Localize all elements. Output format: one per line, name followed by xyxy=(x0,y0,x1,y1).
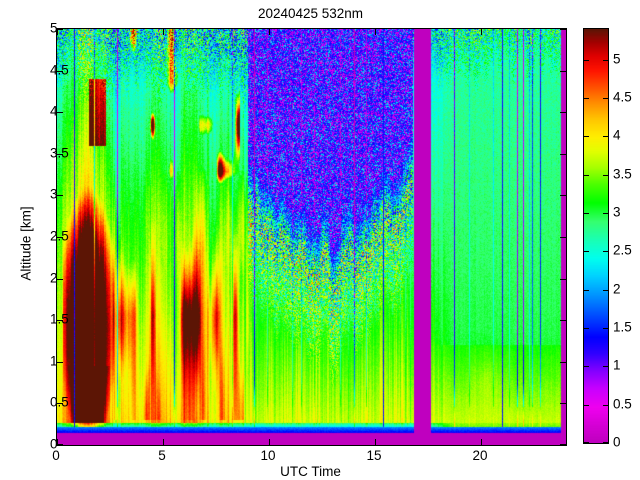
x-axis-tick-label: 20 xyxy=(472,448,488,463)
y-axis-tick-label: 1 xyxy=(50,353,58,369)
colorbar-tick xyxy=(603,136,608,137)
y-axis-tick xyxy=(57,112,63,113)
y-axis-tick xyxy=(57,320,63,321)
colorbar-tick xyxy=(603,175,608,176)
y-axis-tick xyxy=(57,29,63,30)
y-axis-tick-label: 0 xyxy=(50,436,58,452)
colorbar-tick-label: 0.5 xyxy=(613,396,632,412)
colorbar-tick xyxy=(584,60,589,61)
colorbar-tick xyxy=(584,175,589,176)
y-axis-tick-label: 4 xyxy=(50,103,58,119)
colorbar-tick-label: 2.5 xyxy=(613,242,632,258)
y-axis-tick xyxy=(560,279,566,280)
y-axis-tick-label: 3 xyxy=(50,186,58,202)
x-axis-tick xyxy=(163,29,164,35)
colorbar-tick xyxy=(603,442,608,443)
x-axis-tick-label: 0 xyxy=(52,448,60,463)
heatmap-axes xyxy=(56,28,567,446)
colorbar-tick xyxy=(584,98,589,99)
colorbar-tick-label: 3.5 xyxy=(613,166,632,182)
colorbar-tick xyxy=(603,366,608,367)
x-axis-tick xyxy=(57,439,58,445)
colorbar-tick-label: 4 xyxy=(613,127,621,143)
colorbar-tick-label: 1 xyxy=(613,357,621,373)
colorbar-tick-label: 2 xyxy=(613,281,621,297)
y-axis-tick-label: 2 xyxy=(50,270,58,286)
y-axis-tick-label: 2.5 xyxy=(50,228,69,244)
colorbar-tick-label: 0 xyxy=(613,434,621,450)
y-axis-tick xyxy=(560,29,566,30)
x-axis-title: UTC Time xyxy=(280,464,341,479)
colorbar-tick xyxy=(603,213,608,214)
colorbar-tick-label: 5 xyxy=(613,51,621,67)
x-axis-tick xyxy=(481,439,482,445)
colorbar-tick xyxy=(603,98,608,99)
colorbar-tick xyxy=(584,136,589,137)
x-axis-tick xyxy=(481,29,482,35)
y-axis-tick xyxy=(560,444,566,445)
backscatter-heatmap xyxy=(57,29,566,445)
colorbar-tick xyxy=(584,251,589,252)
colorbar-tick xyxy=(584,442,589,443)
colorbar-tick xyxy=(584,405,589,406)
y-axis-tick xyxy=(560,320,566,321)
colorbar-tick-label: 1.5 xyxy=(613,319,632,335)
x-axis-tick xyxy=(375,29,376,35)
y-axis-tick xyxy=(560,237,566,238)
y-axis-tick-label: 4.5 xyxy=(50,62,69,78)
colorbar-tick xyxy=(584,366,589,367)
y-axis-tick xyxy=(57,362,63,363)
y-axis-tick xyxy=(57,71,63,72)
colorbar-tick-label: 3 xyxy=(613,204,621,220)
x-axis-tick xyxy=(57,29,58,35)
colorbar xyxy=(583,28,609,444)
x-axis-tick xyxy=(375,439,376,445)
colorbar-tick xyxy=(584,213,589,214)
y-axis-title: Altitude [km] xyxy=(18,206,34,281)
x-axis-tick xyxy=(269,439,270,445)
colorbar-tick xyxy=(584,290,589,291)
page-title: 20240425 532nm xyxy=(257,6,364,21)
x-axis-tick xyxy=(269,29,270,35)
y-axis-tick-label: 1.5 xyxy=(50,311,69,327)
y-axis-tick xyxy=(560,154,566,155)
y-axis-tick-label: 3.5 xyxy=(50,145,69,161)
colorbar-gradient xyxy=(584,29,608,443)
y-axis-tick xyxy=(57,279,63,280)
x-axis-tick-label: 15 xyxy=(366,448,382,463)
y-axis-tick xyxy=(560,362,566,363)
x-axis-tick xyxy=(163,439,164,445)
x-axis-tick-label: 5 xyxy=(158,448,166,463)
colorbar-tick xyxy=(603,328,608,329)
y-axis-tick xyxy=(57,195,63,196)
y-axis-tick xyxy=(560,71,566,72)
colorbar-tick xyxy=(603,405,608,406)
y-axis-tick xyxy=(57,403,63,404)
y-axis-tick xyxy=(560,403,566,404)
colorbar-tick xyxy=(584,328,589,329)
colorbar-tick xyxy=(603,60,608,61)
colorbar-tick xyxy=(603,290,608,291)
y-axis-tick xyxy=(57,154,63,155)
y-axis-tick xyxy=(57,237,63,238)
x-axis-tick-label: 10 xyxy=(260,448,276,463)
y-axis-tick xyxy=(560,195,566,196)
y-axis-tick xyxy=(560,112,566,113)
colorbar-tick xyxy=(603,251,608,252)
colorbar-tick-label: 4.5 xyxy=(613,89,632,105)
y-axis-tick-label: 5 xyxy=(50,20,58,36)
y-axis-tick-label: 0.5 xyxy=(50,394,69,410)
y-axis-tick xyxy=(57,444,63,445)
